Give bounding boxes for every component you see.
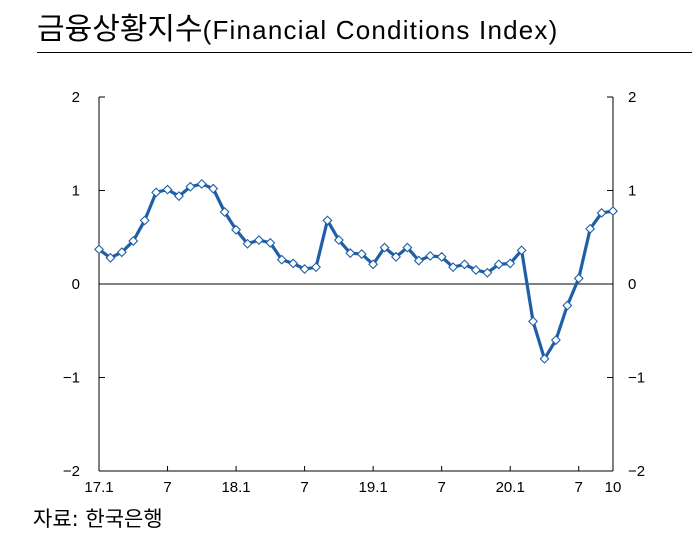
data-point-marker bbox=[493, 259, 504, 270]
data-point-marker bbox=[151, 187, 162, 198]
y-tick-label-right: 1 bbox=[628, 183, 636, 200]
title-underline bbox=[37, 52, 692, 53]
data-point-marker bbox=[253, 235, 264, 246]
data-point-marker bbox=[311, 262, 321, 273]
data-point-marker bbox=[139, 215, 150, 226]
data-point-marker bbox=[448, 262, 459, 273]
y-tick-label-left: 2 bbox=[72, 89, 80, 106]
x-tick-label: 17.1 bbox=[84, 479, 113, 496]
title-korean: 금융상황지수 bbox=[37, 12, 203, 47]
y-axis-right-ticks: 2 1 0 −1 −2 bbox=[607, 89, 645, 480]
data-point-marker bbox=[219, 207, 230, 217]
title-english: (Financial Conditions Index) bbox=[202, 15, 559, 45]
data-point-marker bbox=[402, 242, 413, 253]
y-tick-label-right: 0 bbox=[628, 276, 636, 293]
data-point-marker bbox=[276, 254, 287, 265]
x-tick-label: 10 bbox=[605, 479, 622, 496]
y-tick-label-left: −1 bbox=[63, 370, 80, 387]
x-tick-label: 20.1 bbox=[496, 479, 525, 496]
data-point-marker bbox=[470, 264, 481, 275]
y-tick-label-right: 2 bbox=[628, 89, 636, 106]
data-point-marker bbox=[94, 244, 104, 255]
y-axis-left-ticks: 2 1 0 −1 −2 bbox=[63, 89, 105, 480]
data-point-marker bbox=[585, 223, 596, 234]
y-tick-label-left: −2 bbox=[63, 463, 80, 480]
x-tick-label: 7 bbox=[437, 479, 445, 496]
data-point-marker bbox=[528, 316, 539, 327]
data-point-marker bbox=[436, 251, 447, 262]
data-point-marker bbox=[608, 206, 618, 217]
data-point-marker bbox=[196, 178, 207, 189]
x-axis-ticks: 17.1 7 18.1 7 19.1 7 20.1 7 10 bbox=[84, 466, 621, 496]
data-point-marker bbox=[505, 258, 516, 269]
data-point-marker bbox=[173, 191, 184, 202]
chart-axes bbox=[98, 97, 614, 472]
data-point-marker bbox=[379, 242, 390, 253]
x-tick-label: 18.1 bbox=[221, 479, 250, 496]
data-point-marker bbox=[562, 300, 573, 311]
y-tick-label-right: −1 bbox=[628, 370, 645, 387]
data-point-marker bbox=[539, 353, 550, 364]
data-point-marker bbox=[573, 273, 584, 284]
data-point-marker bbox=[128, 236, 139, 246]
source-note: 자료: 한국은행 bbox=[33, 507, 163, 531]
data-point-marker bbox=[288, 258, 299, 269]
data-point-marker bbox=[116, 247, 127, 258]
data-point-marker bbox=[413, 255, 424, 266]
x-tick-label: 7 bbox=[300, 479, 308, 496]
data-point-marker bbox=[265, 237, 276, 248]
series-layer bbox=[94, 178, 618, 364]
data-point-marker bbox=[459, 259, 470, 270]
y-tick-label-left: 1 bbox=[72, 183, 80, 200]
data-point-marker bbox=[482, 267, 493, 278]
data-point-marker bbox=[333, 235, 344, 246]
data-point-marker bbox=[105, 252, 116, 263]
data-point-marker bbox=[185, 181, 196, 192]
x-tick-label: 19.1 bbox=[359, 479, 388, 496]
data-point-marker bbox=[322, 215, 333, 226]
data-point-marker bbox=[231, 224, 242, 235]
x-tick-label: 7 bbox=[163, 479, 171, 496]
data-point-marker bbox=[242, 238, 253, 249]
y-tick-label-right: −2 bbox=[628, 463, 645, 480]
series-line bbox=[97, 182, 615, 361]
data-point-marker bbox=[368, 259, 379, 270]
data-point-marker bbox=[356, 249, 367, 260]
x-tick-label: 7 bbox=[575, 479, 583, 496]
data-point-marker bbox=[550, 335, 561, 346]
data-point-marker bbox=[345, 248, 356, 259]
data-point-marker bbox=[391, 251, 401, 262]
chart-title: 금융상황지수(Financial Conditions Index) bbox=[37, 10, 558, 50]
data-point-marker bbox=[516, 245, 527, 256]
data-point-marker bbox=[299, 264, 310, 275]
y-tick-label-left: 0 bbox=[72, 276, 80, 293]
data-point-marker bbox=[162, 184, 173, 195]
data-point-marker bbox=[208, 183, 219, 194]
data-point-marker bbox=[425, 250, 436, 261]
data-point-marker bbox=[596, 207, 607, 218]
